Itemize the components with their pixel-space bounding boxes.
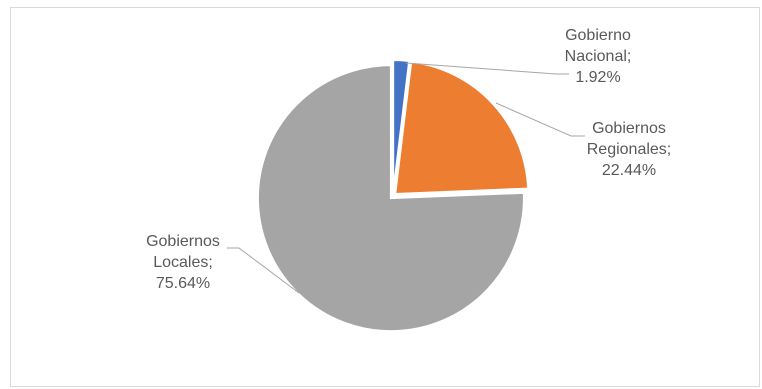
pie-slice-3 xyxy=(256,64,525,333)
slice-label-line: Regionales; xyxy=(587,141,672,158)
slice-label-line: Gobiernos xyxy=(592,120,666,137)
slice-label-line: Gobierno xyxy=(565,27,631,44)
slice-label-line: Locales; xyxy=(153,254,213,271)
slice-label-line: 22.44% xyxy=(602,162,656,179)
slice-label-3: Gobiernos Locales; 75.64% xyxy=(146,233,220,292)
slice-label-2: Gobiernos Regionales; 22.44% xyxy=(587,120,672,179)
leader-line-2 xyxy=(495,102,585,137)
slice-label-line: 75.64% xyxy=(156,275,210,292)
chart-area: Gobierno Nacional; 1.92% Gobiernos Regionale… xyxy=(10,7,760,387)
leader-line-3 xyxy=(227,247,300,294)
slice-label-line: Gobiernos xyxy=(146,233,220,250)
slice-label-line: Nacional; xyxy=(565,48,632,65)
pie-chart: Gobierno Nacional; 1.92% Gobiernos Regionale… xyxy=(146,27,672,333)
pie-slice-2 xyxy=(394,60,530,196)
slice-label-1: Gobierno Nacional; 1.92% xyxy=(565,27,632,86)
slice-label-line: 1.92% xyxy=(575,69,620,86)
leader-line-1 xyxy=(405,62,569,75)
pie-slice-1 xyxy=(392,59,411,194)
